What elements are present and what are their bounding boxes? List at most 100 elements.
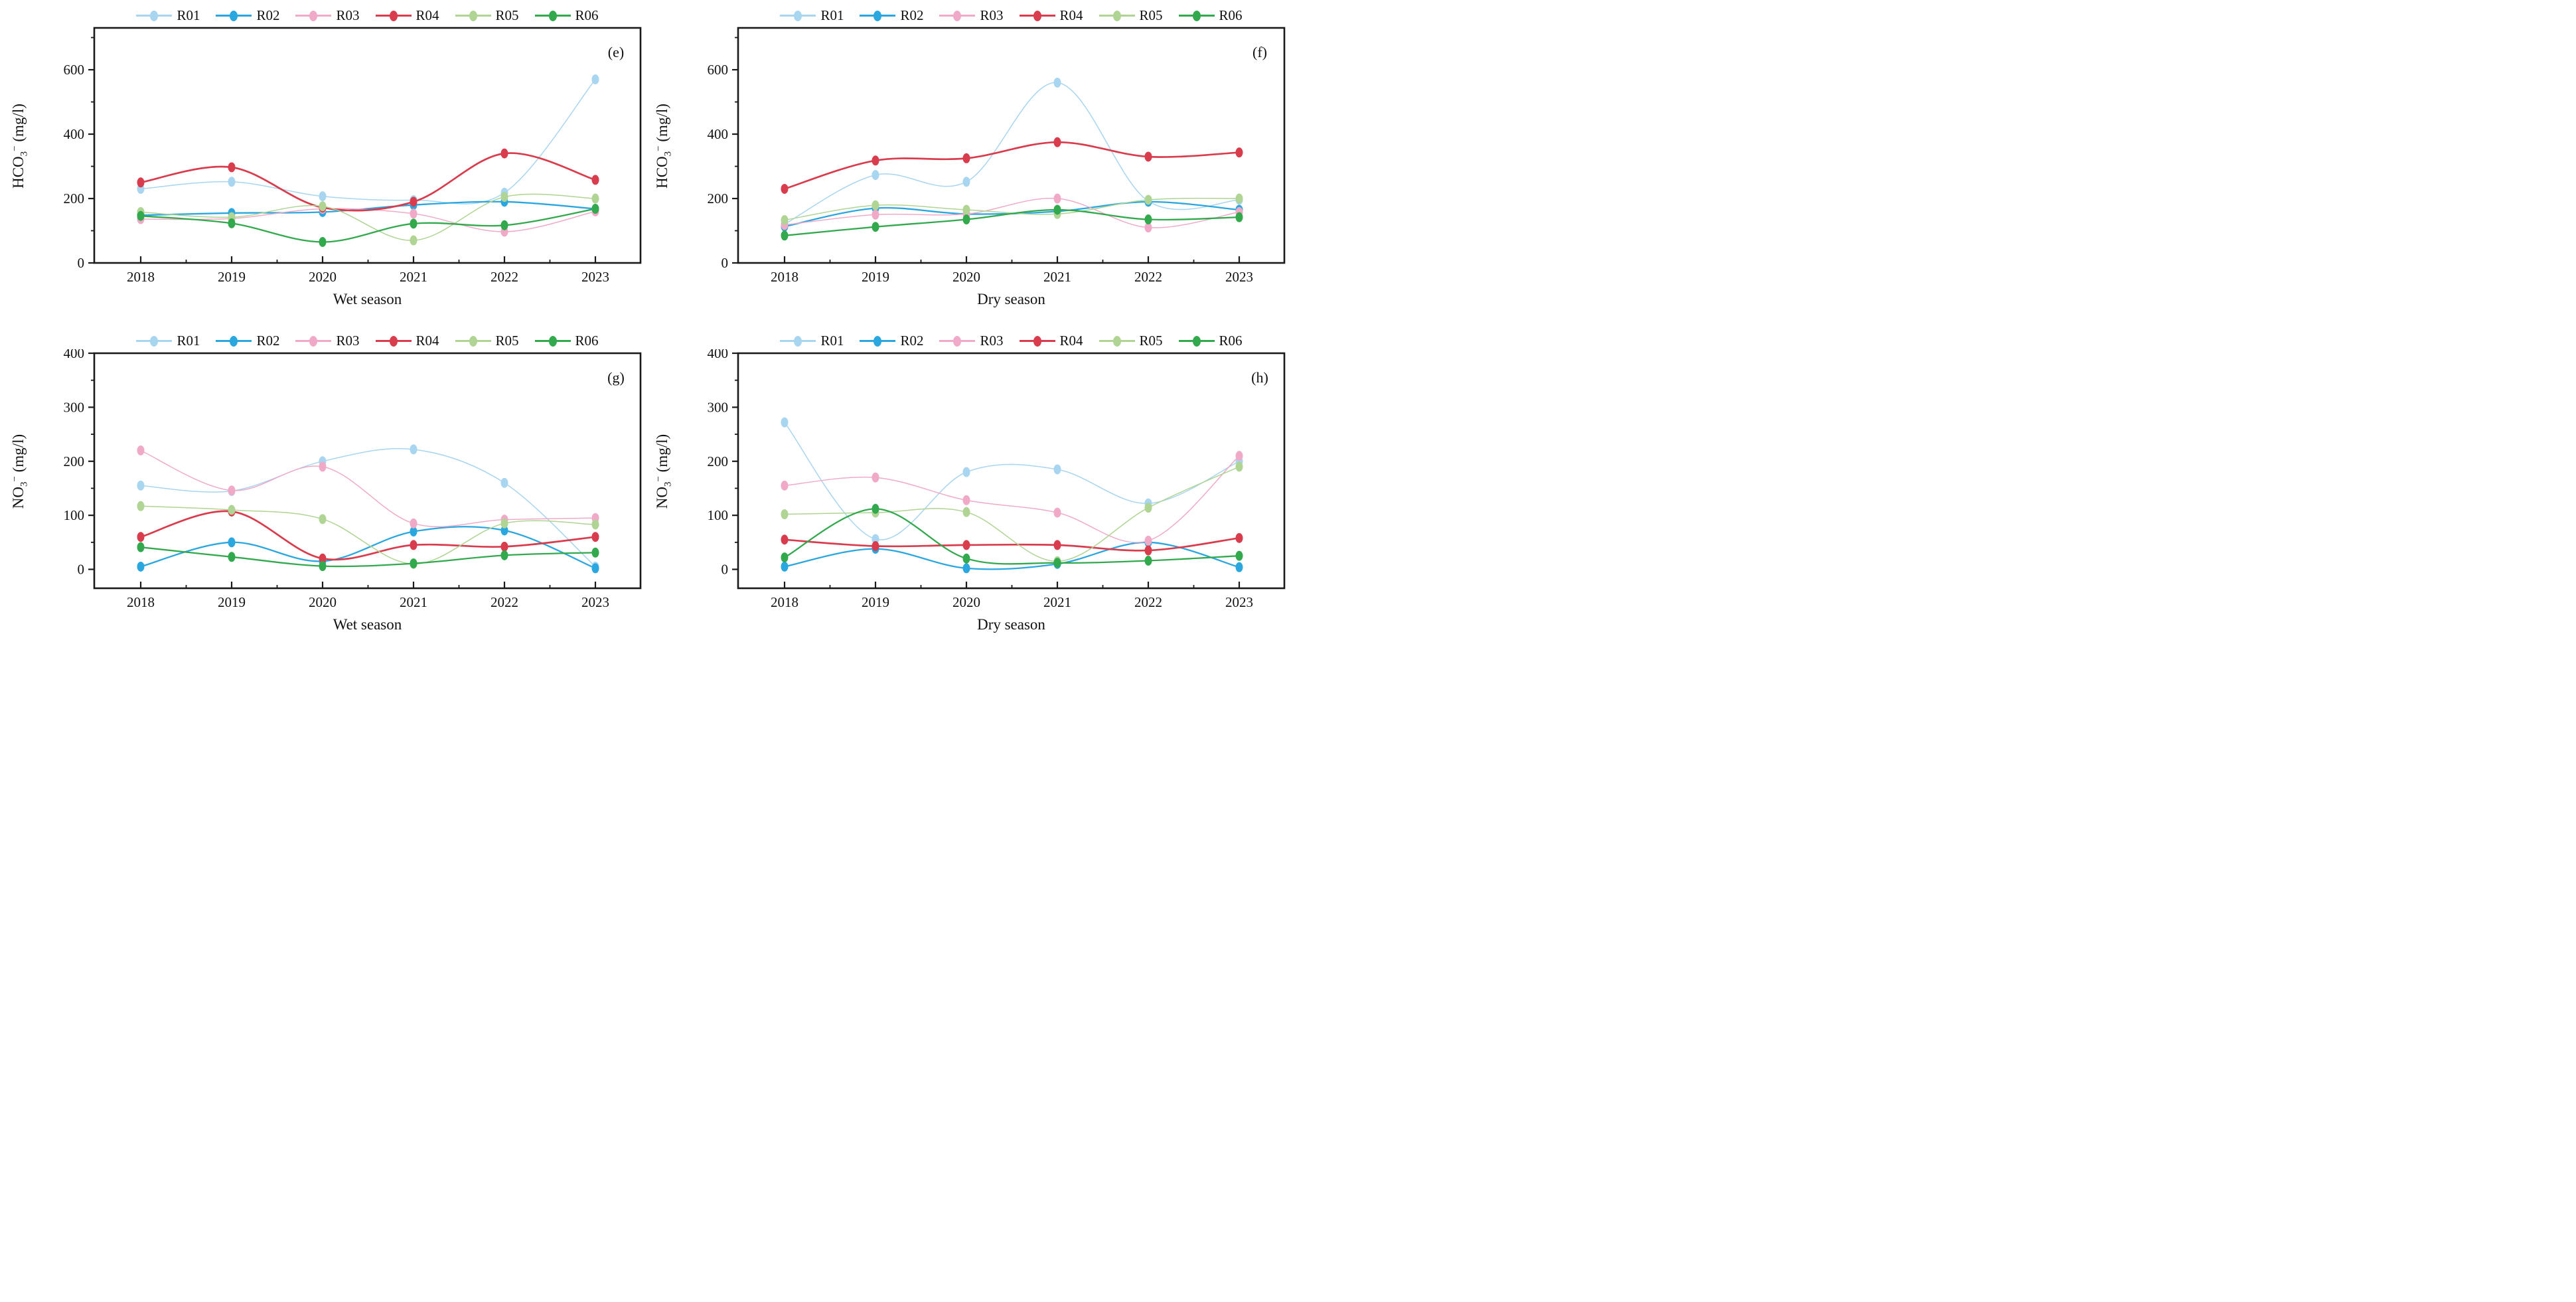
data-point-R04-2018 <box>781 534 789 545</box>
data-point-R04-2021 <box>1053 540 1061 550</box>
data-point-R02-2023 <box>591 563 599 574</box>
data-point-R03-2022 <box>1144 222 1152 233</box>
x-axis-tick-label: 2021 <box>1043 269 1071 285</box>
data-point-R06-2022 <box>1144 555 1152 566</box>
legend-panel-g: R01 R02 R03 R04 R05 R06 <box>94 328 641 349</box>
data-point-R04-2023 <box>1235 147 1243 158</box>
data-point-R05-2022 <box>500 518 508 529</box>
plot-border <box>737 352 1286 590</box>
legend-label: R02 <box>900 333 924 349</box>
legend-label: R01 <box>177 7 200 23</box>
x-axis-tick-label: 2018 <box>771 269 798 285</box>
legend-marker-icon <box>780 335 816 347</box>
legend-label: R02 <box>900 7 924 23</box>
data-point-R03-2023 <box>1235 451 1243 461</box>
x-axis-tick-label: 2023 <box>581 269 609 285</box>
data-point-R04-2023 <box>591 532 599 542</box>
data-point-R01-2022 <box>500 477 508 488</box>
line-chart-hco3-wet: 0 200 400 600 2018 2019 2020 2021 2022 2023 (e) <box>64 27 642 285</box>
x-axis-tick-label: 2023 <box>1225 594 1253 610</box>
legend-label: R06 <box>1219 333 1243 349</box>
legend-label: R03 <box>336 7 360 23</box>
series-line-R03 <box>784 455 1240 543</box>
data-point-R05-2022 <box>1144 195 1152 205</box>
legend-item-R02: R02 <box>860 7 923 24</box>
legend-label: R02 <box>256 333 280 349</box>
x-axis-tick-label: 2022 <box>1134 269 1162 285</box>
legend-marker-icon <box>534 335 571 347</box>
legend-item-R05: R05 <box>1099 7 1163 24</box>
data-point-R03-2020 <box>962 495 970 505</box>
y-axis-tick-label: 400 <box>64 126 85 142</box>
data-point-R03-2018 <box>137 445 145 455</box>
data-point-R03-2018 <box>781 480 789 491</box>
data-point-R05-2018 <box>781 215 789 226</box>
legend-label: R06 <box>575 333 599 349</box>
data-point-R02-2018 <box>137 561 145 572</box>
data-point-R02-2023 <box>1235 562 1243 572</box>
data-point-R01-2018 <box>137 480 145 491</box>
legend-item-R05: R05 <box>455 333 519 349</box>
panel-g: R01 R02 R03 R04 R05 R06 0 100 200 300 400 2018 2019… <box>0 328 644 653</box>
data-point-R02-2020 <box>962 563 970 574</box>
data-point-R05-2020 <box>962 507 970 517</box>
y-axis-unit: (mg/l) <box>654 434 671 477</box>
legend-label: R03 <box>980 333 1004 349</box>
y-axis-formula-base: HCO <box>10 156 27 189</box>
data-point-R06-2018 <box>781 552 789 563</box>
y-axis-formula-sub: 3 <box>662 481 674 487</box>
plot-border <box>93 27 642 264</box>
panel-e: R01 R02 R03 R04 R05 R06 0 200 400 600 2018 2019 202… <box>0 3 644 328</box>
y-axis-tick-label: 200 <box>64 191 85 206</box>
y-axis-tick-label: 200 <box>708 191 729 206</box>
legend-label: R05 <box>495 333 519 349</box>
panel-f: R01 R02 R03 R04 R05 R06 0 200 400 600 2018 2019 202… <box>644 3 1288 328</box>
y-axis-tick-label: 300 <box>64 399 85 415</box>
line-chart-no3-wet: 0 100 200 300 400 2018 2019 2020 2021 2022 2023 (g) <box>64 349 642 610</box>
legend-panel-h: R01 R02 R03 R04 R05 R06 <box>738 328 1284 349</box>
legend-label: R01 <box>820 333 844 349</box>
legend-item-R04: R04 <box>1019 333 1083 349</box>
legend-item-R02: R02 <box>216 7 279 24</box>
y-axis-formula-sup: − <box>9 476 21 482</box>
y-axis-title: NO3− (mg/l) <box>653 434 674 509</box>
legend-marker-icon <box>534 10 571 22</box>
data-point-R06-2019 <box>871 503 879 514</box>
y-axis-unit: (mg/l) <box>10 434 27 477</box>
data-point-R01-2020 <box>962 177 970 187</box>
series-line-R01 <box>784 422 1240 540</box>
data-point-R05-2021 <box>410 235 417 246</box>
legend-label: R04 <box>1059 333 1083 349</box>
legend-item-R03: R03 <box>295 7 360 24</box>
legend-marker-icon <box>1099 10 1135 22</box>
legend-label: R04 <box>416 7 439 23</box>
line-chart-no3-dry: 0 100 200 300 400 2018 2019 2020 2021 2022 2023 (h) <box>708 349 1286 610</box>
y-axis-formula-base: NO <box>654 486 671 509</box>
x-axis-tick-label: 2018 <box>127 594 155 610</box>
y-axis-formula-sup: − <box>653 476 664 482</box>
data-point-R05-2023 <box>591 519 599 530</box>
x-axis-tick-label: 2022 <box>1134 594 1162 610</box>
y-axis-tick-label: 0 <box>721 255 729 271</box>
legend-item-R06: R06 <box>1178 7 1243 24</box>
y-axis-tick-label: 200 <box>708 453 729 469</box>
legend-item-R03: R03 <box>939 7 1004 24</box>
series-line-R01 <box>140 448 596 568</box>
legend-marker-icon <box>136 10 173 22</box>
data-point-R05-2023 <box>1235 193 1243 204</box>
data-point-R06-2018 <box>137 542 145 552</box>
legend-item-R03: R03 <box>295 333 360 349</box>
series-line-R02 <box>783 541 1241 570</box>
legend-item-R06: R06 <box>534 333 599 349</box>
legend-item-R04: R04 <box>375 7 439 24</box>
data-point-R02-2022 <box>500 525 508 536</box>
legend-marker-icon <box>939 10 976 22</box>
data-point-R06-2020 <box>319 236 327 247</box>
data-point-R06-2023 <box>591 204 599 214</box>
data-point-R06-2020 <box>962 553 970 564</box>
data-point-R06-2023 <box>591 547 599 558</box>
y-axis-tick-label: 0 <box>78 562 85 578</box>
y-axis-tick-label: 100 <box>64 507 85 523</box>
legend-label: R05 <box>1139 7 1163 23</box>
y-axis-tick-label: 400 <box>64 349 85 361</box>
